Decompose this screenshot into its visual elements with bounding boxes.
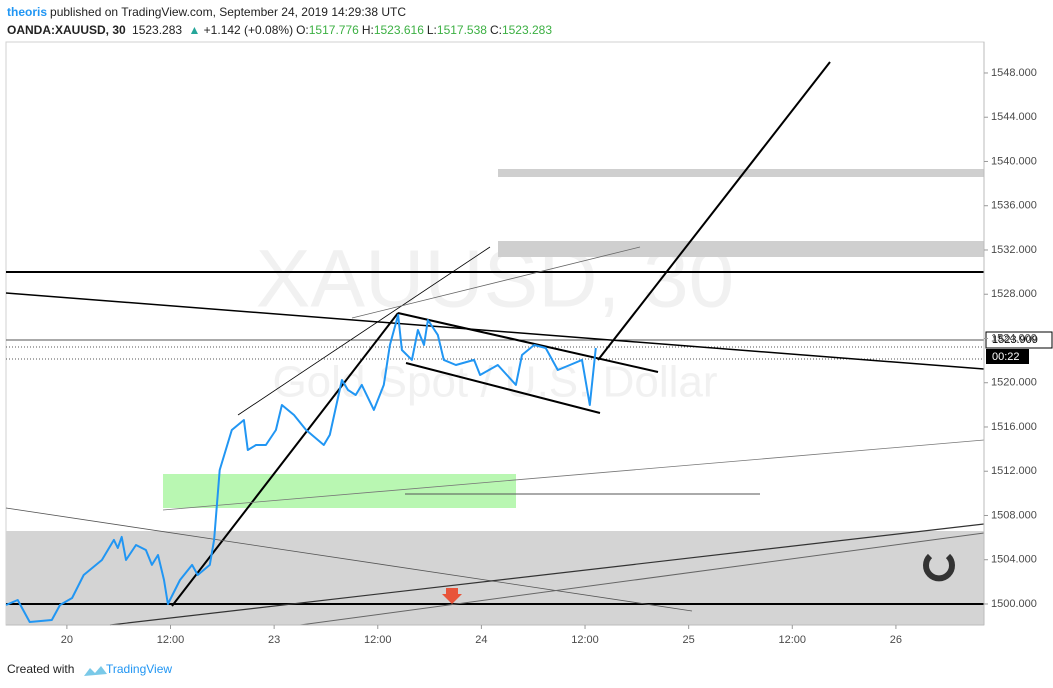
price-line bbox=[5, 314, 597, 623]
l-label: L: bbox=[426, 23, 437, 37]
y-tick-label: 1512.000 bbox=[991, 465, 1037, 477]
change: +1.142 (+0.08%) bbox=[203, 23, 294, 37]
y-tick-label: 1548.000 bbox=[991, 67, 1037, 79]
x-tick-label: 26 bbox=[890, 634, 902, 646]
c-label: C: bbox=[489, 23, 502, 37]
alert-marker bbox=[442, 588, 462, 604]
footer-text: Created with bbox=[7, 662, 74, 676]
x-tick-label: 12:00 bbox=[157, 634, 185, 646]
legend: OANDA:XAUUSD, 30 1523.283 ▲ +1.142 (+0.0… bbox=[7, 23, 555, 37]
y-tick-label: 1532.000 bbox=[991, 244, 1037, 256]
y-tick-label: 1508.000 bbox=[991, 509, 1037, 521]
x-tick-label: 12:00 bbox=[364, 634, 392, 646]
y-tick-label: 1528.000 bbox=[991, 288, 1037, 300]
footer-brand[interactable]: TradingView bbox=[106, 662, 172, 676]
countdown: 00:22 bbox=[992, 351, 1020, 363]
countdown-box bbox=[986, 349, 1029, 364]
price-label-box bbox=[985, 331, 1053, 349]
x-tick-label: 25 bbox=[683, 634, 695, 646]
x-tick-label: 12:00 bbox=[779, 634, 807, 646]
zone bbox=[6, 531, 984, 625]
c: 1523.283 bbox=[501, 23, 553, 37]
h-label: H: bbox=[361, 23, 374, 37]
o-label: O: bbox=[296, 23, 309, 37]
y-tick-label: 1520.000 bbox=[991, 377, 1037, 389]
y-tick-label: 1540.000 bbox=[991, 155, 1037, 167]
x-tick-label: 12:00 bbox=[571, 634, 599, 646]
header: theoris published on TradingView.com, Sep… bbox=[7, 5, 409, 19]
h: 1523.616 bbox=[373, 23, 424, 37]
arrow: ▲ bbox=[188, 23, 201, 37]
o: 1517.776 bbox=[308, 23, 359, 37]
zone bbox=[498, 241, 984, 257]
x-tick-label: 24 bbox=[475, 634, 487, 646]
author[interactable]: theoris bbox=[7, 5, 48, 19]
y-tick-label: 1516.000 bbox=[991, 421, 1037, 433]
y-tick-label: 1500.000 bbox=[991, 598, 1037, 610]
price-label: 1523.909 bbox=[992, 334, 1038, 346]
brand-logo bbox=[84, 666, 107, 676]
y-tick-label: 1536.000 bbox=[991, 200, 1037, 212]
x-tick-label: 20 bbox=[61, 634, 73, 646]
watermark-description: Gold Spot / U.S. Dollar bbox=[272, 358, 717, 407]
y-tick-label: 1544.000 bbox=[991, 111, 1037, 123]
last: 1523.283 bbox=[132, 23, 183, 37]
plot-frame bbox=[5, 41, 985, 626]
symbol: OANDA:XAUUSD, 30 bbox=[7, 23, 126, 37]
l: 1517.538 bbox=[436, 23, 487, 37]
published: published on TradingView.com, September … bbox=[50, 5, 407, 19]
y-tick-label: 1504.000 bbox=[991, 554, 1037, 566]
y-tick-label: 1524.000 bbox=[991, 332, 1037, 344]
zone bbox=[163, 474, 516, 508]
drawings bbox=[5, 61, 985, 626]
magnet-icon[interactable] bbox=[923, 553, 955, 582]
zone bbox=[498, 169, 984, 177]
plot bbox=[5, 314, 597, 623]
x-tick-label: 23 bbox=[268, 634, 280, 646]
